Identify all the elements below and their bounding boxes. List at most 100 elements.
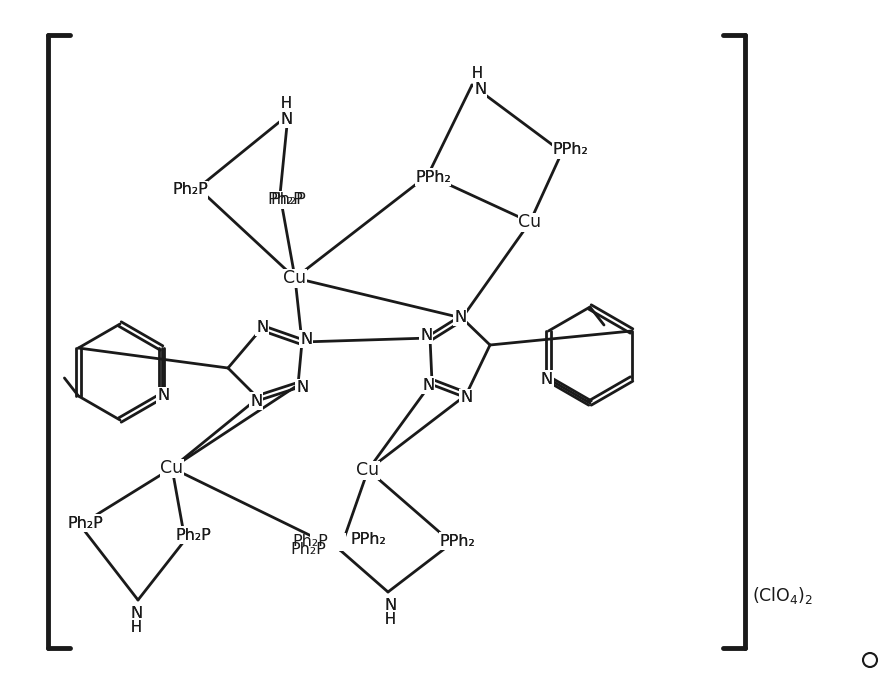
Bar bbox=[421, 376, 435, 394]
Bar bbox=[255, 318, 269, 336]
Bar bbox=[175, 526, 211, 544]
Bar bbox=[453, 308, 467, 326]
Text: H: H bbox=[281, 95, 292, 111]
Text: N: N bbox=[422, 378, 434, 392]
Bar bbox=[458, 389, 473, 407]
Text: N: N bbox=[474, 82, 486, 96]
Text: N: N bbox=[296, 381, 308, 396]
Bar bbox=[156, 387, 170, 405]
Bar bbox=[269, 191, 306, 209]
Text: N: N bbox=[541, 372, 552, 387]
Text: N: N bbox=[420, 327, 432, 343]
Text: Ph₂P: Ph₂P bbox=[172, 183, 208, 197]
Text: N: N bbox=[250, 394, 262, 408]
Text: H: H bbox=[130, 621, 142, 635]
Bar bbox=[255, 318, 269, 336]
Bar bbox=[299, 330, 313, 348]
Text: Cu: Cu bbox=[518, 213, 541, 231]
Bar bbox=[67, 514, 103, 532]
Text: N: N bbox=[541, 372, 552, 387]
Text: N: N bbox=[454, 309, 466, 325]
Bar bbox=[552, 141, 588, 159]
Text: N: N bbox=[256, 320, 268, 334]
Bar bbox=[249, 392, 263, 410]
Bar bbox=[453, 308, 467, 326]
Text: N: N bbox=[384, 599, 396, 614]
Text: N: N bbox=[474, 82, 486, 96]
Text: (ClO$_4$)$_2$: (ClO$_4$)$_2$ bbox=[752, 585, 814, 606]
Bar bbox=[160, 459, 184, 477]
Bar bbox=[419, 326, 434, 344]
Text: N: N bbox=[422, 378, 434, 392]
Bar bbox=[295, 379, 310, 397]
Text: N: N bbox=[296, 381, 308, 396]
Text: PPh₂: PPh₂ bbox=[439, 534, 475, 549]
Bar bbox=[552, 141, 588, 159]
Text: N: N bbox=[300, 331, 312, 347]
Bar bbox=[439, 532, 475, 550]
Text: N: N bbox=[158, 388, 169, 403]
Text: N: N bbox=[460, 390, 472, 406]
Bar bbox=[415, 168, 451, 186]
Bar bbox=[356, 460, 380, 480]
Bar bbox=[419, 326, 434, 344]
Text: H: H bbox=[130, 621, 142, 635]
Bar bbox=[175, 526, 211, 544]
Bar bbox=[285, 541, 328, 559]
Bar bbox=[518, 212, 542, 232]
Text: Ph₂P: Ph₂P bbox=[293, 534, 328, 549]
Bar bbox=[283, 268, 307, 287]
Text: N: N bbox=[158, 388, 169, 403]
Text: Cu: Cu bbox=[357, 461, 380, 479]
Bar bbox=[172, 181, 208, 199]
Text: Ph₂P: Ph₂P bbox=[175, 527, 211, 543]
Text: H: H bbox=[472, 66, 483, 80]
Text: H: H bbox=[472, 66, 483, 80]
Bar bbox=[415, 168, 451, 186]
Text: N: N bbox=[280, 111, 292, 127]
Text: PPh₂: PPh₂ bbox=[439, 534, 475, 549]
Text: PPh₂: PPh₂ bbox=[415, 170, 450, 185]
Text: Ph₂P: Ph₂P bbox=[172, 183, 208, 197]
Text: Ph₂P: Ph₂P bbox=[67, 516, 103, 531]
Bar bbox=[540, 370, 554, 388]
Text: H: H bbox=[384, 612, 395, 628]
Text: PPh₂: PPh₂ bbox=[552, 143, 588, 158]
Bar bbox=[295, 379, 310, 397]
Text: PPh₂: PPh₂ bbox=[351, 533, 386, 547]
Bar bbox=[299, 330, 313, 348]
Text: Cu: Cu bbox=[284, 269, 307, 287]
Bar bbox=[310, 533, 346, 551]
Text: N: N bbox=[280, 111, 292, 127]
Bar bbox=[67, 514, 103, 532]
Text: N: N bbox=[460, 390, 472, 406]
Text: Ph₂P: Ph₂P bbox=[270, 192, 306, 208]
Text: Ph₂P: Ph₂P bbox=[290, 543, 326, 558]
Bar bbox=[439, 532, 475, 550]
Bar bbox=[458, 389, 473, 407]
Text: N: N bbox=[384, 599, 396, 614]
Bar bbox=[156, 387, 170, 405]
Text: Cu: Cu bbox=[161, 459, 184, 477]
Text: N: N bbox=[300, 331, 312, 347]
Bar bbox=[473, 80, 487, 98]
Text: N: N bbox=[420, 327, 432, 343]
Text: N: N bbox=[250, 394, 262, 408]
Text: N: N bbox=[256, 320, 268, 334]
Text: Ph₂P: Ph₂P bbox=[175, 527, 211, 543]
Text: N: N bbox=[130, 606, 142, 621]
Text: Ph₂P: Ph₂P bbox=[267, 192, 303, 208]
Text: N: N bbox=[130, 606, 142, 621]
Bar bbox=[279, 110, 293, 128]
Text: PPh₂: PPh₂ bbox=[351, 533, 386, 547]
Bar bbox=[172, 181, 208, 199]
Text: N: N bbox=[454, 309, 466, 325]
Bar bbox=[249, 392, 263, 410]
Text: PPh₂: PPh₂ bbox=[415, 170, 450, 185]
Text: Ph₂P: Ph₂P bbox=[67, 516, 103, 531]
Bar bbox=[267, 191, 303, 209]
Text: H: H bbox=[384, 612, 395, 628]
Text: PPh₂: PPh₂ bbox=[552, 143, 588, 158]
Bar bbox=[540, 370, 554, 388]
Text: H: H bbox=[281, 95, 292, 111]
